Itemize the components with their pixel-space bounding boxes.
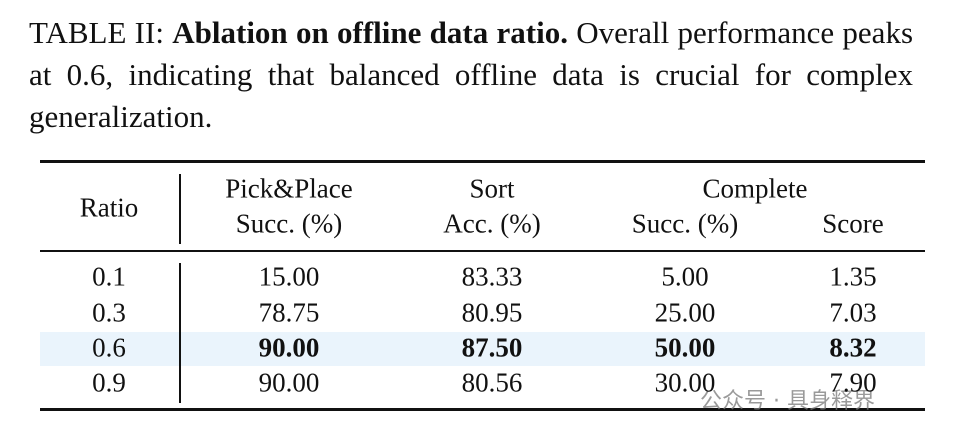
table-cell: 7.03 <box>829 297 877 328</box>
table-cell: 0.6 <box>92 332 126 363</box>
header-cell: Complete <box>702 173 808 204</box>
body-divider <box>179 263 181 403</box>
table-cell: 80.56 <box>461 367 523 398</box>
top-rule <box>40 160 925 163</box>
header-cell: Pick&Place <box>225 173 353 204</box>
table-cell: 90.00 <box>258 367 320 398</box>
header-divider <box>179 174 181 244</box>
table-cell: 5.00 <box>661 261 709 292</box>
table-cell: 83.33 <box>461 261 523 292</box>
watermark: 公众号 · 具身释界 <box>700 389 875 414</box>
table-cell: 0.3 <box>92 297 126 328</box>
highlight-row <box>40 332 925 366</box>
table-cell: 0.1 <box>92 261 126 292</box>
header-cell: Sort <box>469 173 515 204</box>
header-cell: Ratio <box>79 192 139 223</box>
table-cell: 78.75 <box>258 297 320 328</box>
table-cell: 87.50 <box>461 332 523 363</box>
bottom-rule <box>40 408 925 411</box>
header-subcell: Score <box>822 208 884 239</box>
mid-rule <box>40 250 925 252</box>
table-cell: 0.9 <box>92 367 126 398</box>
header-subcell: Acc. (%) <box>443 208 541 239</box>
table-cell: 15.00 <box>258 261 320 292</box>
caption-title: Ablation on offline data ratio. <box>172 15 568 50</box>
table-cell: 90.00 <box>258 332 320 363</box>
table-cell: 50.00 <box>654 332 716 363</box>
table-cell: 80.95 <box>461 297 523 328</box>
table-cell: 7.90 <box>829 367 877 398</box>
caption-text: Overall performance peaks at 0.6, indica… <box>29 15 914 134</box>
table-cell: 25.00 <box>654 297 716 328</box>
table-cell: 1.35 <box>829 261 877 292</box>
header-subcell: Succ. (%) <box>631 208 739 239</box>
header-subcell: Succ. (%) <box>235 208 343 239</box>
table-cell: 8.32 <box>829 332 877 363</box>
caption-label: TABLE II: <box>29 15 164 50</box>
caption: TABLE II: Ablation on offline data ratio… <box>29 12 913 138</box>
table-cell: 30.00 <box>654 367 716 398</box>
